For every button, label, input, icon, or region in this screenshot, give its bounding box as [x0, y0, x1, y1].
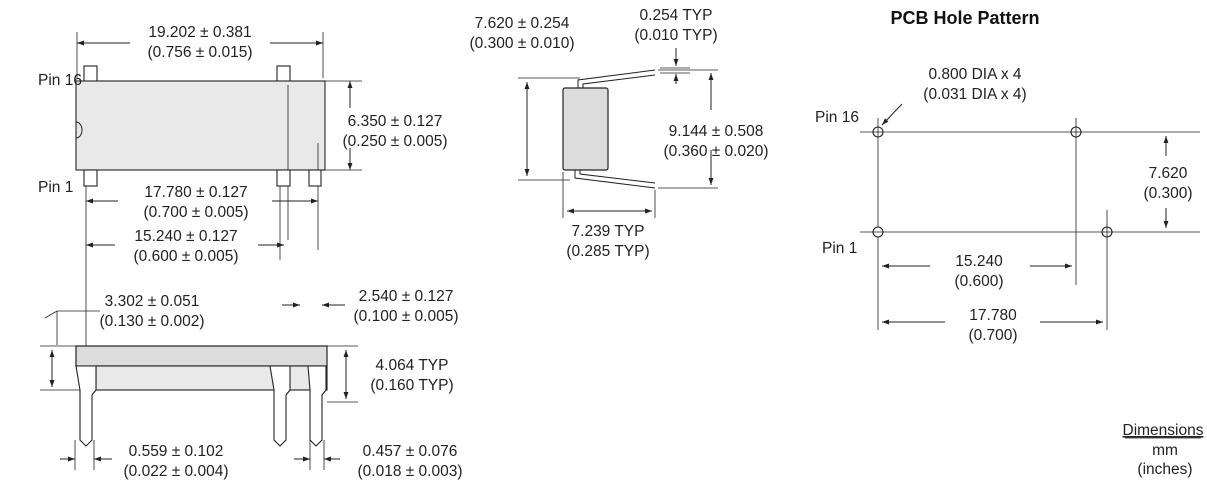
- relay-body-top: [75, 80, 326, 171]
- pin-bottom-b: [276, 169, 291, 187]
- units-secondary: (inches): [1137, 461, 1192, 478]
- side-view: 3.302 ± 0.051 (0.130 ± 0.002) 2.540 ± 0.…: [40, 288, 463, 480]
- end-width-mm-label: 7.620 ± 0.254: [475, 15, 570, 32]
- lead-3: [307, 365, 327, 447]
- lead-thick-mm-label: 0.254 TYP: [640, 7, 713, 24]
- pcb-row-mm-label: 7.620: [1149, 165, 1188, 182]
- offset-in-label: (0.130 ± 0.002): [99, 313, 204, 330]
- pin-thick-mm-label: 0.457 ± 0.076: [363, 443, 458, 460]
- relay-body-side-bottom: [95, 365, 328, 391]
- lead-2: [269, 365, 291, 447]
- span1-mm-label: 17.780 ± 0.127: [144, 184, 247, 201]
- length-in-label: (0.756 ± 0.015): [147, 44, 252, 61]
- pin16-label: Pin 16: [38, 72, 82, 89]
- pin-width-mm-label: 0.559 ± 0.102: [129, 443, 224, 460]
- pin1-notch: [75, 121, 83, 139]
- pcb-row-in-label: (0.300): [1143, 185, 1192, 202]
- pin-thick-in-label: (0.018 ± 0.003): [357, 463, 462, 480]
- hole-in-label: (0.031 DIA x 4): [923, 86, 1026, 103]
- units-primary: mm: [1152, 442, 1178, 459]
- height-mm-label: 6.350 ± 0.127: [348, 113, 443, 130]
- lead-top: [577, 69, 656, 88]
- pcb-title: PCB Hole Pattern: [890, 8, 1039, 28]
- hole-mm-label: 0.800 DIA x 4: [928, 66, 1021, 83]
- span2-mm-label: 15.240 ± 0.127: [134, 228, 237, 245]
- spread-in-label: (0.360 ± 0.020): [663, 143, 768, 160]
- pin-top-b: [276, 65, 291, 83]
- pcb-span1-mm-label: 15.240: [955, 253, 1003, 270]
- side-height-mm-label: 4.064 TYP: [376, 357, 449, 374]
- pin-16-top: [83, 65, 98, 83]
- lead-bottom: [574, 170, 656, 189]
- pin-bottom-c: [308, 169, 322, 187]
- offset-mm-label: 3.302 ± 0.051: [105, 293, 200, 310]
- row-in-label: (0.285 TYP): [566, 243, 649, 260]
- length-mm-label: 19.202 ± 0.381: [148, 24, 251, 41]
- pcb-span1-in-label: (0.600): [954, 273, 1003, 290]
- lead-1: [75, 365, 97, 447]
- span2-in-label: (0.600 ± 0.005): [133, 248, 238, 265]
- height-in-label: (0.250 ± 0.005): [342, 133, 447, 150]
- pitch-mm-label: 2.540 ± 0.127: [359, 288, 454, 305]
- pcb-hole-pattern: PCB Hole Pattern 0.800 DIA x 4 (0.031 DI…: [815, 8, 1200, 344]
- span1-in-label: (0.700 ± 0.005): [143, 204, 248, 221]
- pcb-pin16-label: Pin 16: [815, 109, 859, 126]
- top-view: 19.202 ± 0.381 (0.756 ± 0.015) Pin 16 Pi…: [38, 24, 448, 400]
- pcb-span2-mm-label: 17.780: [969, 307, 1017, 324]
- lead-thick-in-label: (0.010 TYP): [634, 27, 717, 44]
- pin-width-in-label: (0.022 ± 0.004): [123, 463, 228, 480]
- row-mm-label: 7.239 TYP: [572, 223, 645, 240]
- pitch-in-label: (0.100 ± 0.005): [353, 308, 458, 325]
- side-height-in-label: (0.160 TYP): [370, 377, 453, 394]
- end-width-in-label: (0.300 ± 0.010): [469, 35, 574, 52]
- spread-mm-label: 9.144 ± 0.508: [669, 123, 764, 140]
- pin1-label: Pin 1: [38, 179, 73, 196]
- pcb-span2-in-label: (0.700): [968, 327, 1017, 344]
- units-legend: Dimensions mm (inches): [1123, 422, 1204, 478]
- pcb-pin1-label: Pin 1: [822, 240, 857, 257]
- end-view: 7.620 ± 0.254 (0.300 ± 0.010) 0.254 TYP …: [469, 7, 768, 260]
- units-heading: Dimensions: [1123, 422, 1204, 439]
- pin-1-top: [83, 169, 98, 187]
- relay-body-side-top: [75, 345, 328, 367]
- relay-body-end: [562, 87, 609, 171]
